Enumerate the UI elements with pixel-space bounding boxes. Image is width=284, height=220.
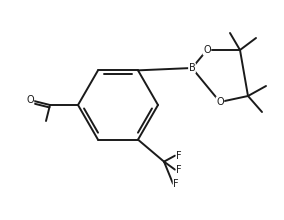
Text: F: F [176, 151, 182, 161]
Text: O: O [203, 45, 211, 55]
Text: O: O [26, 95, 34, 105]
Text: F: F [176, 165, 182, 175]
Text: F: F [173, 179, 179, 189]
Text: B: B [189, 63, 195, 73]
Text: O: O [216, 97, 224, 107]
